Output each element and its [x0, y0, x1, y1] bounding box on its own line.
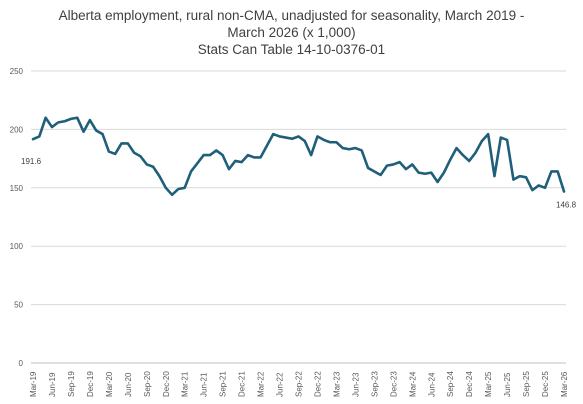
data-label-first: 191.6 — [21, 157, 42, 166]
x-tick-label: Jun-19 — [48, 372, 57, 397]
x-tick-label: Dec-19 — [86, 371, 95, 397]
chart-title-line-3: Stats Can Table 14-10-0376-01 — [197, 42, 386, 57]
x-tick-label: Dec-21 — [238, 371, 247, 397]
data-label-last: 146.8 — [556, 201, 577, 210]
y-tick-label: 100 — [10, 242, 24, 251]
x-tick-label: Jun-25 — [503, 372, 512, 397]
series-line — [31, 116, 566, 197]
x-tick-label: Jun-23 — [351, 372, 360, 397]
x-tick-label: Mar-25 — [484, 371, 493, 397]
x-tick-label: Mar-24 — [408, 371, 417, 397]
x-tick-label: Dec-24 — [465, 371, 474, 397]
x-tick-label: Mar-21 — [181, 371, 190, 397]
x-tick-label: Jun-22 — [276, 372, 285, 397]
x-tick-label: Jun-24 — [427, 372, 436, 397]
y-tick-label: 150 — [10, 184, 24, 193]
x-tick-label: Sep-20 — [143, 371, 152, 397]
x-tick-label: Mar-20 — [105, 371, 114, 397]
y-tick-label: 0 — [19, 359, 24, 368]
y-tick-label: 250 — [10, 67, 24, 76]
x-tick-label: Mar-23 — [332, 371, 341, 397]
x-tick-label: Sep-22 — [295, 371, 304, 397]
x-tick-label: Dec-25 — [541, 371, 550, 397]
x-tick-label: Jun-21 — [200, 372, 209, 397]
x-tick-label: Sep-21 — [219, 371, 228, 397]
chart-title-line-1: Alberta employment, rural non-CMA, unadj… — [58, 8, 525, 23]
x-tick-label: Sep-25 — [522, 371, 531, 397]
x-tick-label: Dec-20 — [162, 371, 171, 397]
x-tick-label: Jun-20 — [124, 372, 133, 397]
x-tick-label: Sep-24 — [446, 371, 455, 397]
y-tick-label: 50 — [14, 301, 23, 310]
x-tick-label: Mar-22 — [257, 371, 266, 397]
x-tick-label: Sep-19 — [67, 371, 76, 397]
x-tick-label: Dec-22 — [313, 371, 322, 397]
x-tick-label: Dec-23 — [389, 371, 398, 397]
x-tick-label: Mar-19 — [29, 371, 38, 397]
x-tick-label: Mar-26 — [560, 371, 569, 397]
x-tick-label: Sep-23 — [370, 371, 379, 397]
chart-title-line-2: March 2026 (x 1,000) — [227, 25, 356, 40]
y-tick-label: 200 — [10, 125, 24, 134]
